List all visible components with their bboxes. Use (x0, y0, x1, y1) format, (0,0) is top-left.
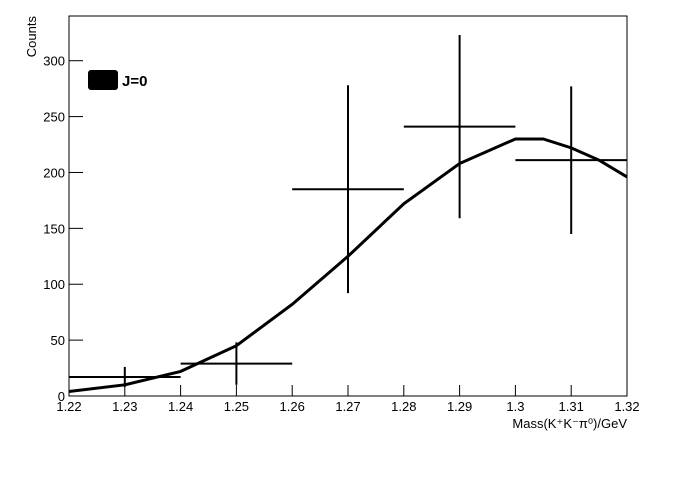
y-tick-label: 300 (43, 54, 65, 69)
y-tick-label: 50 (51, 333, 65, 348)
x-tick-label: 1.31 (559, 399, 584, 414)
y-tick-label: 0 (58, 389, 65, 404)
legend-label: J=0 (122, 73, 147, 90)
x-tick-label: 1.3 (506, 399, 524, 414)
y-tick-label: 250 (43, 110, 65, 125)
y-tick-label: 100 (43, 277, 65, 292)
x-tick-label: 1.29 (447, 399, 472, 414)
x-tick-label: 1.23 (112, 399, 137, 414)
x-tick-label: 1.25 (224, 399, 249, 414)
x-tick-label: 1.26 (280, 399, 305, 414)
x-tick-label: 1.32 (614, 399, 639, 414)
legend-swatch (88, 70, 118, 90)
x-tick-label: 1.24 (168, 399, 193, 414)
x-tick-label: 1.28 (391, 399, 416, 414)
x-axis-title: Mass(K⁺K⁻π⁰)/GeV (512, 416, 627, 431)
x-tick-label: 1.22 (56, 399, 81, 414)
y-tick-label: 200 (43, 165, 65, 180)
y-axis-title: Counts (24, 16, 39, 58)
y-tick-label: 150 (43, 221, 65, 236)
x-tick-label: 1.27 (335, 399, 360, 414)
